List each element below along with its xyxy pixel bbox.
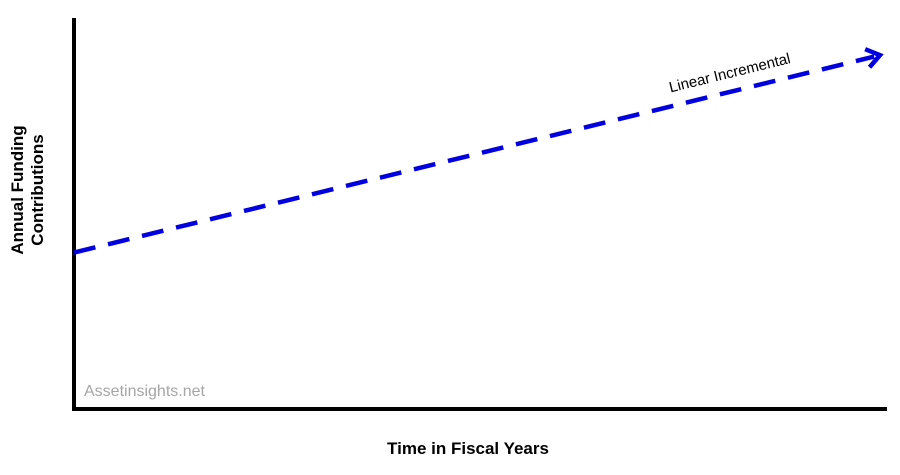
arrowhead-icon bbox=[864, 47, 884, 69]
y-axis-title: Annual Funding Contributions bbox=[8, 125, 47, 254]
y-axis-title-line-2: Contributions bbox=[28, 134, 47, 245]
x-axis-title: Time in Fiscal Years bbox=[387, 439, 549, 458]
series-label: Linear Incremental bbox=[667, 50, 792, 96]
y-axis-title-line-1: Annual Funding bbox=[8, 125, 27, 254]
watermark: Assetinsights.net bbox=[84, 383, 206, 400]
series-line-linear-incremental bbox=[73, 54, 875, 255]
